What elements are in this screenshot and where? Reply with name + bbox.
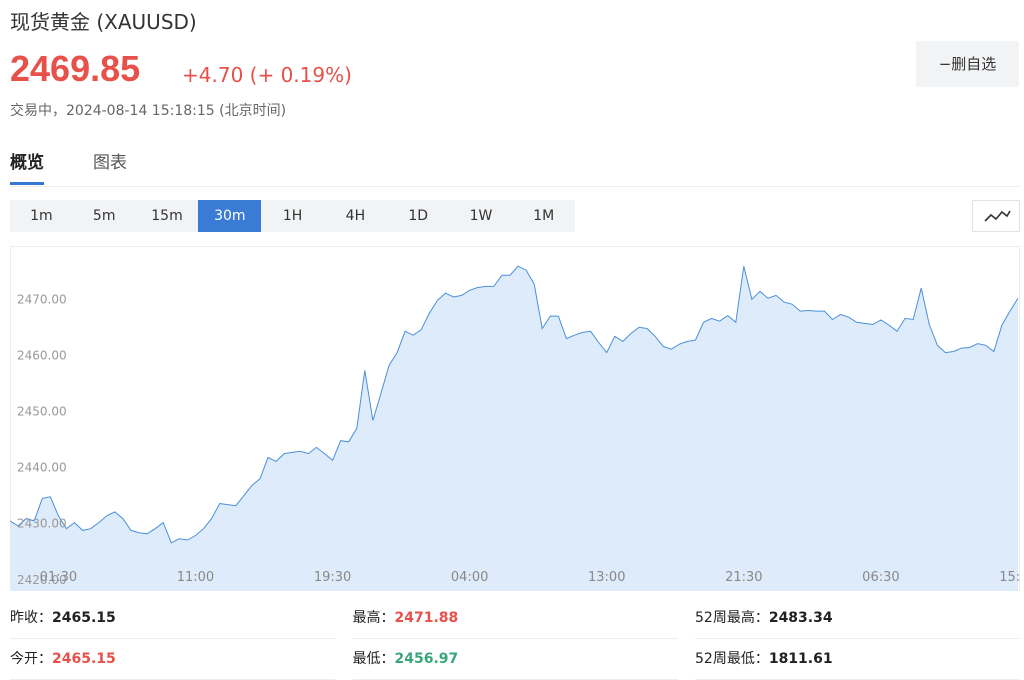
stat-value: 1811.61 [768, 651, 833, 667]
chart-type-button[interactable] [972, 200, 1020, 232]
stat-item: 昨收：2465.15 [10, 598, 335, 639]
interval-button[interactable]: 30m [198, 200, 262, 232]
y-tick-label: 2420.00 [17, 573, 67, 587]
stat-value: 2456.97 [394, 651, 459, 667]
stat-label: 昨收： [10, 610, 52, 626]
price-line [10, 265, 1019, 544]
stat-item: 今开：2465.15 [10, 639, 335, 680]
stat-value: 2465.15 [52, 651, 116, 667]
x-tick-label: 06:30 [862, 570, 899, 585]
stat-label: 最高： [352, 610, 395, 626]
interval-button[interactable]: 1W [469, 208, 493, 224]
interval-button[interactable]: 1H [282, 208, 303, 224]
area-fill [10, 266, 1018, 591]
chart-type-icon [984, 210, 1011, 222]
title: 现货黄金 (XAUUSD) [10, 10, 197, 34]
interval-button[interactable]: 4H [345, 208, 366, 224]
stat-label: 52周最高： [695, 610, 769, 626]
y-tick-label: 2450.00 [17, 404, 67, 418]
stat-label: 52周最低： [695, 651, 769, 667]
stat-label: 最低： [352, 651, 395, 667]
y-tick-label: 2440.00 [17, 461, 67, 475]
x-tick-label: 13:00 [588, 570, 625, 585]
x-tick-label: 01:30 [40, 570, 77, 585]
x-tick-label: 15:00 [999, 570, 1020, 585]
tabs: 概览 图表 [10, 148, 1020, 187]
y-tick-label: 2430.00 [17, 517, 67, 531]
stat-label: 今开： [10, 651, 52, 667]
interval-button[interactable]: 5m [92, 208, 116, 224]
x-tick-label: 19:30 [314, 570, 351, 585]
watch-button[interactable]: −删自选 [916, 41, 1019, 87]
x-tick-label: 21:30 [725, 570, 762, 585]
tab[interactable]: 图表 [93, 153, 127, 173]
tab[interactable]: 概览 [10, 148, 44, 185]
interval-button[interactable]: 1M [533, 208, 555, 224]
y-tick-label: 2470.00 [17, 292, 67, 306]
interval-button[interactable]: 1D [408, 208, 429, 224]
interval-button[interactable]: 15m [151, 208, 183, 224]
y-tick-label: 2460.00 [17, 348, 67, 362]
stat-item: 最低：2456.97 [352, 639, 678, 680]
stat-value: 2465.15 [52, 610, 116, 626]
chart: 2420.00 2430.00 2440.00 2450.00 2460.00 2470.… [10, 246, 1020, 591]
x-tick-label: 04:00 [451, 570, 488, 585]
stat-item: 52周最高：2483.34 [695, 598, 1020, 639]
price: 2469.85 [10, 48, 141, 89]
stat-value: 2471.88 [394, 610, 459, 626]
stat-item: 最高：2471.88 [352, 598, 678, 639]
interval-button[interactable]: 1m [30, 208, 53, 224]
x-tick-label: 11:00 [177, 570, 214, 585]
status: 交易中，2024-08-14 15:18:15 (北京时间) [10, 103, 287, 119]
interval-bar: 1m 5m 15m 30m 1H 4H 1D 1W 1M [10, 200, 576, 232]
stat-item: 52周最低：1811.61 [695, 639, 1020, 680]
stat-value: 2483.34 [768, 610, 833, 626]
price-change: +4.70 (+ 0.19%) [182, 63, 352, 87]
